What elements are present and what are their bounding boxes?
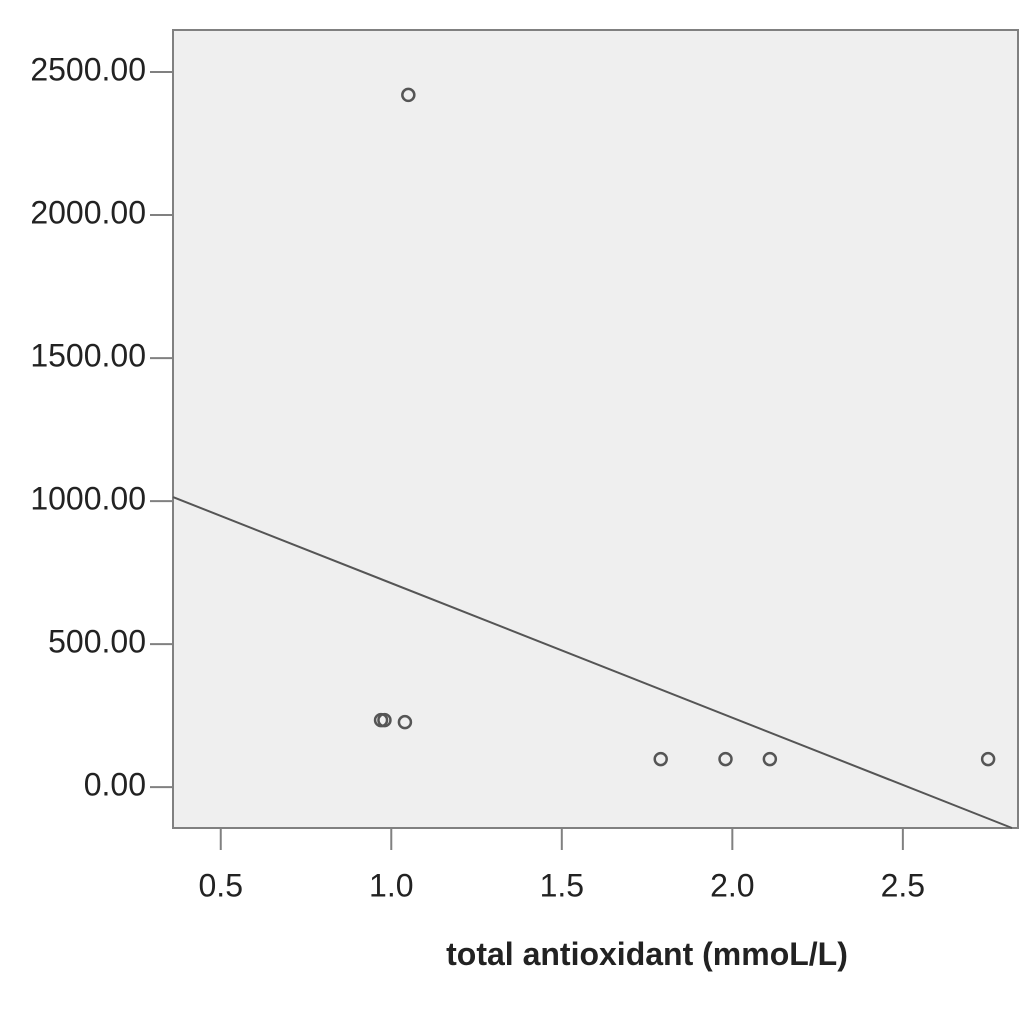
x-tick-label: 2.5 (881, 867, 925, 903)
point (653, 751, 668, 767)
fit-line (172, 496, 1013, 829)
plot-area (172, 29, 1019, 829)
y-tick-label: 0.00 (84, 767, 146, 803)
point (397, 714, 413, 730)
y-tick-label: 2500.00 (30, 51, 146, 87)
y-tick-label: 500.00 (48, 624, 146, 660)
x-tick-label: 1.0 (369, 867, 413, 903)
point (718, 751, 733, 767)
point (762, 751, 778, 767)
y-tick-label: 2000.00 (30, 195, 146, 231)
x-tick-label: 0.5 (199, 867, 243, 903)
point (377, 712, 392, 728)
x-tick-label: 1.5 (540, 867, 584, 903)
point (401, 87, 416, 103)
point (980, 751, 996, 767)
x-tick-label: 2.0 (710, 867, 754, 903)
y-tick-label: 1000.00 (30, 481, 146, 517)
x-axis-label: total antioxidant (mmoL/L) (446, 936, 848, 972)
y-tick-label: 1500.00 (30, 338, 146, 374)
